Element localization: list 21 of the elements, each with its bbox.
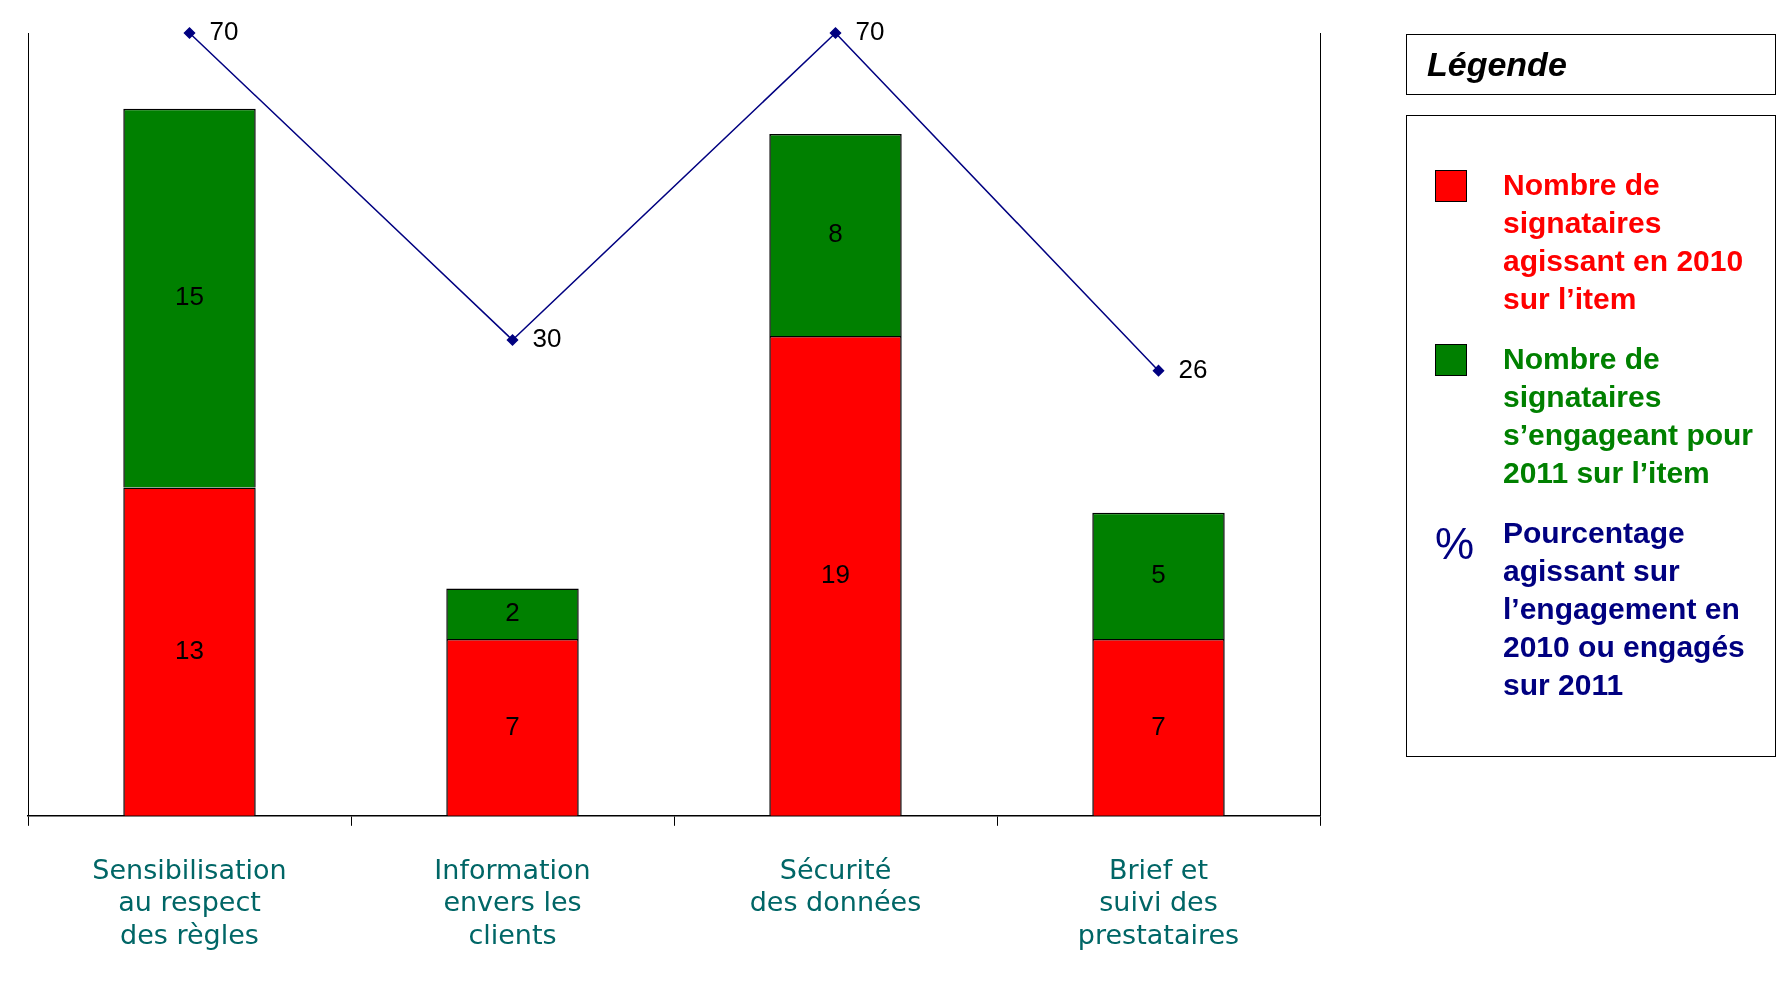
data-label: 7 bbox=[1151, 710, 1166, 741]
data-label: 7 bbox=[505, 710, 520, 741]
text: Pourcentage agissant sur l’engagement en 2010 ou engagés sur 2011 bbox=[1503, 515, 1746, 703]
data-label: 8 bbox=[828, 218, 843, 249]
x-tick-label: Sécurité des données bbox=[749, 854, 922, 918]
legend-label: Nombre de signataires agissant en 2010 sur l’item bbox=[1503, 167, 1745, 317]
data-label: 19 bbox=[821, 559, 850, 590]
x-tick-label: Brief et suivi des prestataires bbox=[1077, 854, 1240, 950]
data-label: 15 bbox=[175, 281, 204, 312]
data-label: 13 bbox=[175, 634, 204, 665]
data-label: 30 bbox=[532, 323, 562, 354]
data-label: 2 bbox=[505, 596, 520, 627]
data-label: 5 bbox=[1151, 559, 1166, 590]
legend-label: Nombre de signataires s’engageant pour 2011 sur l’item bbox=[1503, 341, 1755, 491]
x-tick-label: Information envers les clients bbox=[434, 854, 591, 950]
data-label: 70 bbox=[209, 16, 239, 47]
text: % bbox=[1435, 519, 1475, 568]
data-label: 26 bbox=[1178, 353, 1208, 384]
legend-title: Légende bbox=[1406, 34, 1776, 95]
x-tick-label: Sensibilisation au respect des règles bbox=[92, 854, 287, 950]
data-label: 70 bbox=[855, 16, 885, 47]
